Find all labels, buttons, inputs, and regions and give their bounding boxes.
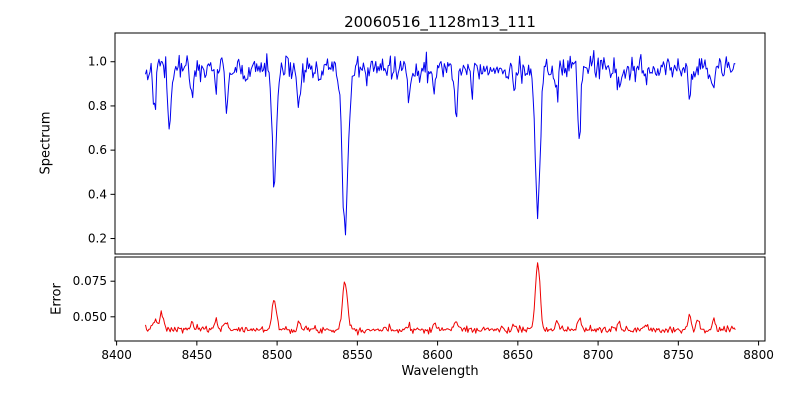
spectrum-y-axis-label: Spectrum: [38, 111, 54, 175]
x-axis-label: Wavelength: [401, 364, 479, 379]
chart-title: 20060516_1128m13_111: [344, 13, 536, 31]
spectrum-y-tick-label: 1.0: [88, 55, 107, 69]
spectrum-y-tick-label: 0.6: [88, 143, 107, 157]
x-tick-label: 8650: [503, 348, 534, 362]
error-y-axis-label: Error: [49, 283, 65, 315]
spectrum-panel-frame: [114, 32, 766, 255]
x-tick-label: 8500: [262, 348, 293, 362]
x-tick-label: 8400: [101, 348, 132, 362]
error-y-tick-label: 0.050: [73, 310, 107, 324]
x-tick-label: 8750: [663, 348, 694, 362]
error-panel-frame: [114, 256, 766, 342]
error-y-tick-label: 0.075: [73, 274, 107, 288]
spectrum-y-tick-label: 0.2: [88, 232, 107, 246]
x-tick-label: 8600: [422, 348, 453, 362]
spectrum-y-tick-label: 0.8: [88, 99, 107, 113]
spectrum-y-tick-label: 0.4: [88, 187, 107, 201]
error-line: [145, 262, 736, 336]
x-tick-label: 8550: [342, 348, 373, 362]
x-tick-label: 8450: [182, 348, 213, 362]
x-tick-label: 8800: [743, 348, 774, 362]
x-tick-label: 8700: [583, 348, 614, 362]
spectrum-line: [145, 50, 736, 236]
